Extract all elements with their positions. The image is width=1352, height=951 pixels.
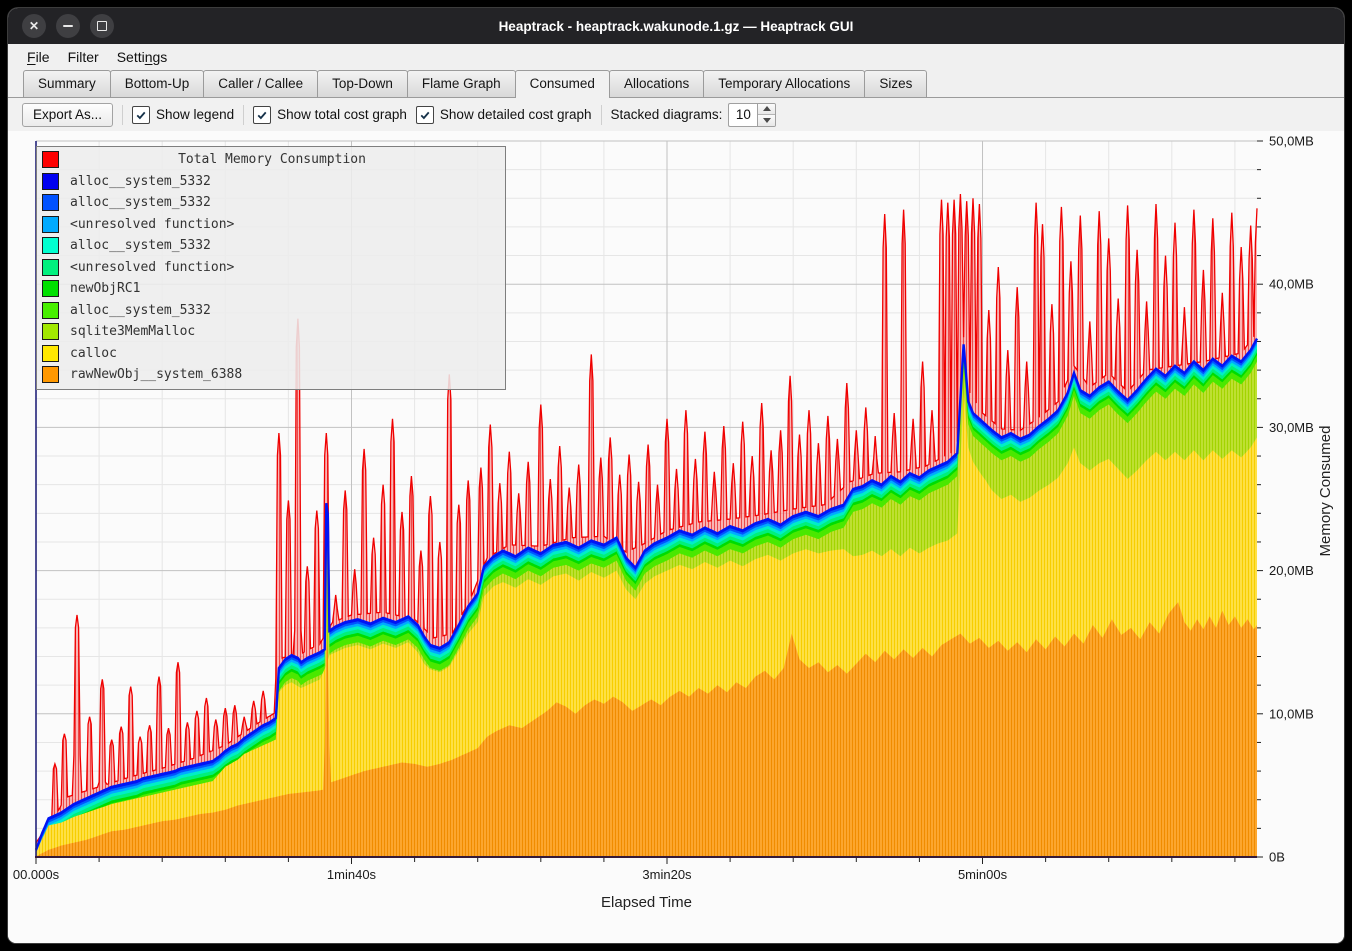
toolbar-separator xyxy=(600,104,602,125)
checkbox-checked-icon xyxy=(132,105,151,124)
spin-down-button[interactable] xyxy=(758,115,776,126)
legend-label: alloc__system_5332 xyxy=(70,302,211,318)
legend-label: alloc__system_5332 xyxy=(70,238,211,254)
export-as-button[interactable]: Export As... xyxy=(22,102,114,127)
tab-top-down[interactable]: Top-Down xyxy=(317,70,408,97)
y-tick-label: 40,0MB xyxy=(1269,277,1314,292)
spin-up-button[interactable] xyxy=(758,103,776,115)
legend-swatch xyxy=(42,366,59,384)
legend-swatch xyxy=(42,172,59,190)
legend-title-row: Total Memory Consumption xyxy=(37,149,505,171)
legend-item: <unresolved function> xyxy=(37,257,505,279)
minimize-button[interactable] xyxy=(56,14,80,38)
legend-item: alloc__system_5332 xyxy=(37,171,505,193)
legend-item: alloc__system_5332 xyxy=(37,192,505,214)
legend-label: <unresolved function> xyxy=(70,259,235,275)
legend-swatch xyxy=(42,237,59,255)
heaptrack-window: ✕ Heaptrack - heaptrack.wakunode.1.gz — … xyxy=(8,8,1344,943)
legend-swatch xyxy=(42,301,59,319)
legend-swatch xyxy=(42,258,59,276)
legend-swatch xyxy=(42,215,59,233)
tab-consumed[interactable]: Consumed xyxy=(514,70,610,98)
tab-caller-callee[interactable]: Caller / Callee xyxy=(203,70,319,97)
menu-file[interactable]: File xyxy=(27,49,50,65)
legend-label: alloc__system_5332 xyxy=(70,173,211,189)
legend-label: rawNewObj__system_6388 xyxy=(70,367,243,383)
menu-filter[interactable]: Filter xyxy=(67,49,99,65)
legend-item: rawNewObj__system_6388 xyxy=(37,364,505,386)
close-button[interactable]: ✕ xyxy=(22,14,46,38)
memory-consumption-chart: 0B 10,0MB 20,0MB 30,0MB 40,0MB 50,0MB 00.000s 1… xyxy=(13,134,1334,912)
series-rawnewobj-area xyxy=(36,602,1257,857)
stacked-diagrams-label: Stacked diagrams: xyxy=(610,107,723,122)
stacked-diagrams-spinbox[interactable]: 10 xyxy=(728,102,777,127)
arrow-down-icon xyxy=(762,117,771,123)
maximize-button[interactable] xyxy=(90,14,114,38)
checkbox-checked-icon xyxy=(415,105,434,124)
y-tick-label: 50,0MB xyxy=(1269,134,1314,149)
chart-legend: Total Memory Consumption alloc__system_53… xyxy=(36,146,506,390)
legend-swatch xyxy=(42,280,59,298)
x-tick-label: 1min40s xyxy=(327,867,377,882)
tabbar: Summary Bottom-Up Caller / Callee Top-Down F… xyxy=(8,70,1344,98)
tab-allocations[interactable]: Allocations xyxy=(608,70,705,97)
stacked-diagrams-value[interactable]: 10 xyxy=(728,102,758,127)
toolbar-separator xyxy=(243,104,245,125)
show-total-cost-checkbox[interactable]: Show total cost graph xyxy=(253,105,407,124)
legend-label: newObjRC1 xyxy=(70,281,141,297)
legend-label: <unresolved function> xyxy=(70,216,235,232)
window-title: Heaptrack - heaptrack.wakunode.1.gz — He… xyxy=(498,18,854,34)
show-legend-checkbox[interactable]: Show legend xyxy=(132,105,234,124)
y-tick-label: 0B xyxy=(1269,850,1285,865)
x-tick-label: 5min00s xyxy=(958,867,1008,882)
legend-item: newObjRC1 xyxy=(37,278,505,300)
titlebar: ✕ Heaptrack - heaptrack.wakunode.1.gz — … xyxy=(8,8,1344,44)
checkbox-checked-icon xyxy=(253,105,272,124)
y-tick-label: 20,0MB xyxy=(1269,563,1314,578)
stacked-diagrams-group: Stacked diagrams: 10 xyxy=(610,102,777,127)
legend-item: alloc__system_5332 xyxy=(37,235,505,257)
menu-settings[interactable]: Settings xyxy=(116,49,168,65)
legend-swatch xyxy=(42,194,59,212)
tab-flame-graph[interactable]: Flame Graph xyxy=(406,70,516,97)
toolbar: Export As... Show legend Show total cost… xyxy=(8,98,1344,131)
tab-temporary-allocations[interactable]: Temporary Allocations xyxy=(703,70,866,97)
window-controls: ✕ xyxy=(22,14,114,38)
legend-label: alloc__system_5332 xyxy=(70,195,211,211)
y-tick-label: 30,0MB xyxy=(1269,420,1314,435)
close-icon: ✕ xyxy=(28,19,40,33)
legend-item: calloc xyxy=(37,343,505,365)
arrow-up-icon xyxy=(762,106,771,112)
legend-swatch xyxy=(42,151,59,169)
show-detailed-cost-checkbox[interactable]: Show detailed cost graph xyxy=(415,105,592,124)
chart-panel: 0B 10,0MB 20,0MB 30,0MB 40,0MB 50,0MB 00.000s 1… xyxy=(8,131,1344,943)
legend-item: sqlite3MemMalloc xyxy=(37,321,505,343)
series-stack-top-line xyxy=(34,338,1259,851)
legend-label: Total Memory Consumption xyxy=(178,152,366,168)
y-axis-title: Memory Consumed xyxy=(1317,426,1334,557)
maximize-icon xyxy=(97,21,107,31)
legend-item: alloc__system_5332 xyxy=(37,300,505,322)
tab-bottom-up[interactable]: Bottom-Up xyxy=(109,70,205,97)
x-axis-title: Elapsed Time xyxy=(601,894,692,911)
x-tick-label: 3min20s xyxy=(642,867,692,882)
legend-label: sqlite3MemMalloc xyxy=(70,324,196,340)
legend-label: calloc xyxy=(70,345,117,361)
tab-summary[interactable]: Summary xyxy=(23,70,111,97)
minimize-icon xyxy=(63,25,73,27)
spinner-arrows xyxy=(757,102,777,127)
series-total-line xyxy=(35,193,1258,844)
toolbar-separator xyxy=(122,104,124,125)
legend-item: <unresolved function> xyxy=(37,214,505,236)
tab-sizes[interactable]: Sizes xyxy=(864,70,928,97)
y-tick-label: 10,0MB xyxy=(1269,706,1314,721)
menubar: File Filter Settings xyxy=(8,44,1344,70)
legend-swatch xyxy=(42,323,59,341)
x-tick-label: 00.000s xyxy=(13,867,60,882)
legend-swatch xyxy=(42,344,59,362)
